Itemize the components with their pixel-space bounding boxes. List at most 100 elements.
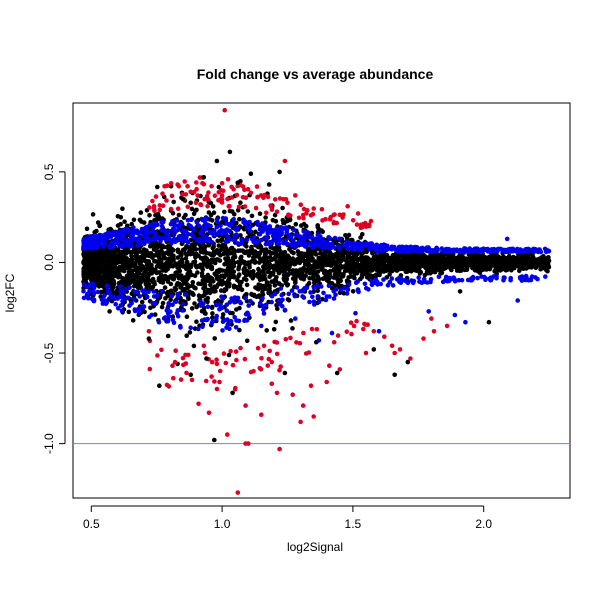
data-point-black	[464, 265, 470, 271]
data-point-black	[219, 268, 225, 273]
data-point-black	[144, 274, 149, 280]
data-point-black	[283, 265, 289, 271]
data-point-black	[208, 282, 213, 288]
data-point-black	[402, 254, 408, 259]
data-point-blue	[151, 294, 157, 299]
data-point-red	[223, 360, 229, 366]
data-point-black	[136, 280, 141, 285]
data-point-black	[231, 247, 237, 253]
data-point-red	[198, 202, 204, 208]
data-point-red	[220, 188, 226, 194]
data-point-black	[186, 268, 192, 274]
data-point-black	[121, 262, 126, 268]
data-point-blue	[180, 302, 186, 307]
data-point-blue	[389, 247, 395, 252]
data-point-black	[206, 210, 212, 215]
data-point-black	[203, 274, 208, 280]
data-point-blue	[269, 299, 274, 305]
data-point-black	[100, 275, 106, 281]
data-point-blue	[495, 248, 500, 254]
data-point-blue	[146, 239, 151, 244]
data-point-blue	[293, 316, 298, 321]
data-point-red	[354, 318, 359, 324]
data-point-red	[308, 213, 314, 218]
data-point-blue	[204, 317, 210, 323]
data-point-blue	[320, 245, 325, 251]
data-point-blue	[426, 309, 432, 314]
data-point-black	[184, 333, 189, 339]
data-point-black	[458, 257, 463, 263]
data-point-black	[96, 269, 102, 275]
data-point-black	[209, 218, 215, 223]
data-point-black	[112, 262, 117, 267]
data-point-red	[178, 377, 184, 382]
data-point-black	[210, 311, 215, 316]
data-point-blue	[223, 231, 229, 236]
data-point-blue	[81, 246, 86, 251]
data-point-red	[301, 215, 306, 221]
data-point-blue	[105, 298, 111, 303]
data-point-black	[160, 216, 165, 221]
data-point-black	[238, 200, 243, 205]
data-point-black	[377, 259, 383, 264]
data-point-blue	[286, 291, 292, 297]
data-point-black	[335, 265, 341, 271]
data-point-blue	[235, 295, 241, 301]
data-point-blue	[529, 247, 534, 253]
data-point-red	[206, 410, 212, 416]
data-point-black	[147, 252, 152, 258]
data-point-blue	[263, 302, 269, 308]
data-point-black	[365, 256, 370, 261]
data-point-blue	[176, 237, 182, 243]
data-point-black	[189, 306, 195, 311]
data-point-black	[401, 258, 407, 264]
data-point-red	[323, 216, 328, 222]
data-point-blue	[293, 232, 299, 238]
data-point-black	[258, 285, 264, 291]
data-point-black	[151, 269, 156, 275]
data-point-blue	[366, 287, 371, 292]
data-point-black	[105, 258, 111, 264]
data-point-black	[237, 248, 243, 253]
data-point-blue	[142, 239, 148, 244]
data-point-blue	[175, 291, 180, 297]
data-point-red	[298, 419, 303, 425]
data-point-black	[152, 282, 157, 287]
data-point-blue	[523, 277, 528, 283]
data-point-blue	[318, 284, 324, 289]
data-point-blue	[259, 237, 264, 243]
data-point-blue	[428, 279, 433, 285]
data-point-red	[251, 368, 256, 374]
data-point-black	[85, 274, 91, 280]
data-point-black	[155, 245, 161, 250]
data-point-black	[176, 212, 182, 218]
data-point-red	[240, 184, 246, 189]
data-point-red	[283, 337, 289, 342]
data-point-blue	[356, 289, 361, 295]
data-point-black	[280, 205, 285, 211]
data-point-black	[275, 306, 280, 312]
data-point-black	[201, 305, 207, 311]
data-point-black	[236, 274, 241, 279]
data-point-black	[194, 319, 199, 325]
data-point-black	[192, 243, 197, 248]
data-point-blue	[180, 308, 185, 313]
data-point-blue	[483, 277, 488, 283]
data-point-red	[221, 351, 227, 356]
data-point-black	[156, 270, 162, 275]
data-point-blue	[86, 238, 91, 243]
data-point-blue	[257, 300, 263, 306]
data-point-blue	[315, 294, 321, 299]
data-point-black	[309, 264, 314, 269]
data-point-black	[225, 255, 231, 261]
data-point-blue	[291, 227, 297, 233]
data-point-blue	[394, 277, 400, 282]
data-point-red	[201, 181, 207, 187]
data-point-black	[280, 267, 285, 273]
data-point-black	[154, 249, 159, 254]
data-point-red	[257, 366, 263, 371]
data-point-blue	[122, 286, 128, 292]
data-point-black	[334, 260, 340, 266]
data-point-blue	[333, 292, 338, 298]
data-point-black	[102, 267, 108, 273]
